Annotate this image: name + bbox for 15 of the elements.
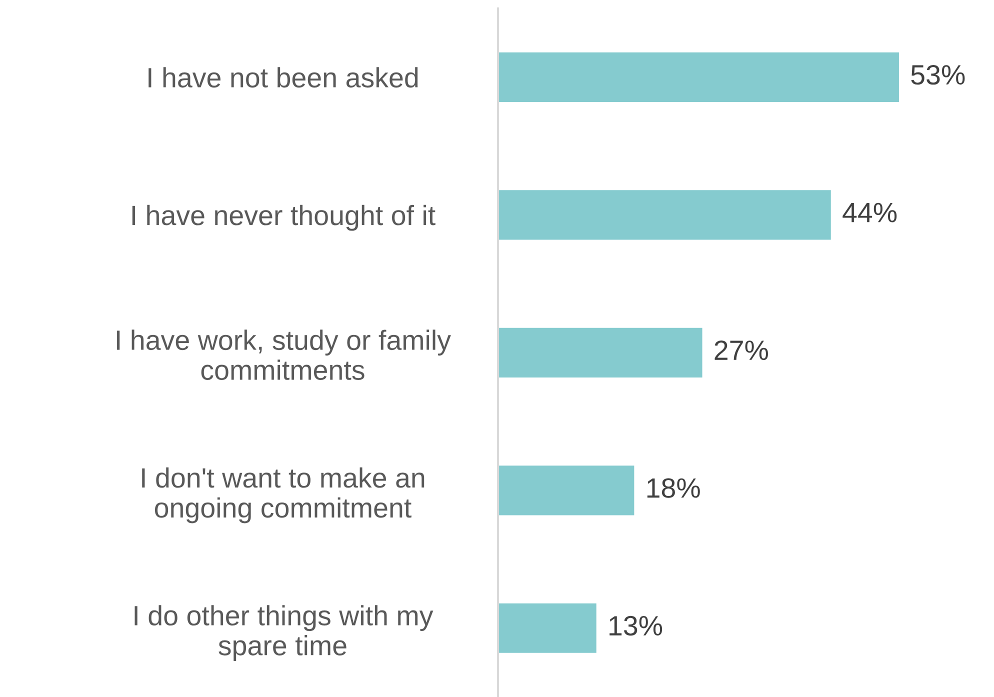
y-tick-label: I have work, study or family commitments [117, 330, 451, 380]
y-tick-label: I do other things with my spare time [134, 605, 434, 661]
data-label: 44% [842, 202, 897, 222]
y-tick-label: I have not been asked [148, 67, 418, 88]
data-label: 53% [911, 65, 965, 85]
data-label: 13% [610, 616, 662, 636]
y-tick-label: I don't want to make an ongoing commitment [142, 467, 424, 524]
bar [498, 466, 634, 516]
bar [498, 603, 596, 653]
bar [498, 52, 899, 102]
data-label: 27% [714, 340, 768, 360]
data-label: 18% [647, 478, 700, 498]
bar [498, 190, 831, 240]
y-tick-label: I have never thought of it [132, 204, 436, 231]
bar [498, 328, 702, 378]
